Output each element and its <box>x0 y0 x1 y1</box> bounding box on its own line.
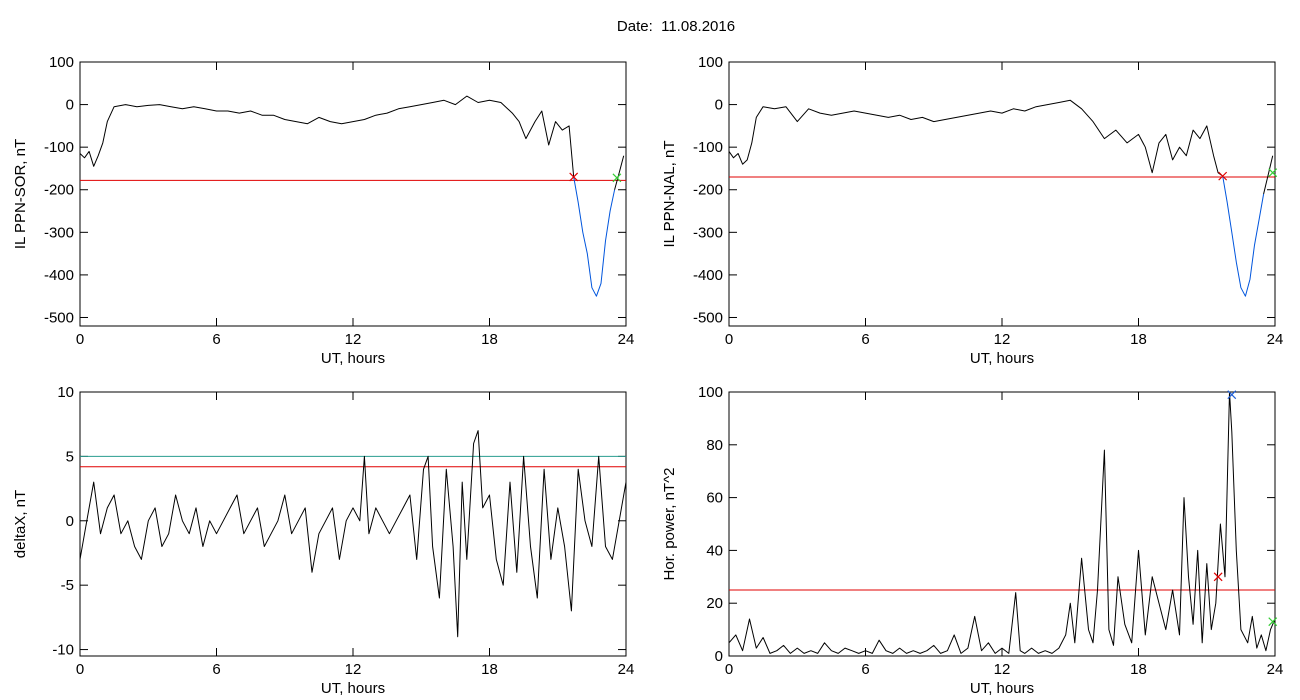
y-axis-label: IL PPN-NAL, nT <box>661 141 678 248</box>
y-tick-label: -400 <box>44 267 74 284</box>
x-tick-label: 0 <box>76 331 84 348</box>
event-marker-2 <box>1227 390 1237 400</box>
event-marker-1 <box>1213 572 1223 582</box>
chart-title: Date: 11.08.2016 <box>616 18 736 35</box>
chart-panel-4: 0 6 12 18 24 0 20 40 60 80 100 UT, hours Hor. power,… <box>661 384 1283 697</box>
x-axis-label: UT, hours <box>321 350 385 367</box>
series-line-2 <box>573 176 616 297</box>
x-tick-label: 18 <box>1130 661 1147 678</box>
x-tick-label: 12 <box>994 331 1011 348</box>
marker-stroke <box>569 172 579 182</box>
x-axis-label: UT, hours <box>970 350 1034 367</box>
marker-stroke <box>1268 168 1278 178</box>
y-tick-label: 20 <box>706 595 723 612</box>
y-tick-label: 0 <box>66 513 74 530</box>
x-tick-label: 0 <box>725 661 733 678</box>
event-marker-1 <box>1218 171 1228 181</box>
y-tick-label: 100 <box>698 384 723 401</box>
y-tick-label: 0 <box>66 97 74 114</box>
event-marker-2 <box>1268 168 1278 178</box>
y-tick-label: 0 <box>715 648 723 665</box>
x-tick-label: 6 <box>212 661 220 678</box>
x-tick-label: 6 <box>212 331 220 348</box>
y-axis-label: Hor. power, nT^2 <box>661 468 678 581</box>
y-tick-label: 40 <box>706 542 723 559</box>
event-marker-3 <box>1268 617 1278 627</box>
chart-panel-2: 0 6 12 18 24 100 0 -100 -200 -300 -400 -500 UT, hour… <box>661 54 1283 367</box>
y-tick-label: 0 <box>715 97 723 114</box>
plot-frame <box>79 61 627 327</box>
series-line-3 <box>1263 155 1274 195</box>
y-tick-label: -100 <box>44 139 74 156</box>
y-tick-label: 100 <box>49 54 74 71</box>
marker-stroke <box>1268 617 1278 627</box>
y-tick-label: -500 <box>44 309 74 326</box>
x-tick-label: 24 <box>1267 661 1284 678</box>
x-tick-label: 6 <box>861 661 869 678</box>
y-tick-label: -100 <box>693 139 723 156</box>
marker-stroke <box>1213 572 1223 582</box>
y-tick-label: -500 <box>693 309 723 326</box>
y-tick-label: 100 <box>698 54 723 71</box>
x-tick-label: 12 <box>345 661 362 678</box>
event-marker-2 <box>612 173 622 183</box>
y-axis-label: deltaX, nT <box>12 490 29 558</box>
chart-panel-1: 0 6 12 18 24 100 0 -100 -200 -300 -400 -500 UT, hour… <box>12 54 634 367</box>
y-tick-label: -200 <box>44 182 74 199</box>
y-tick-label: 80 <box>706 437 723 454</box>
x-tick-label: 24 <box>618 331 635 348</box>
marker-stroke <box>1218 171 1228 181</box>
x-tick-label: 24 <box>1267 331 1284 348</box>
marker-stroke <box>612 173 622 183</box>
x-axis-label: UT, hours <box>970 680 1034 697</box>
chart-panel-3: 0 6 12 18 24 10 5 0 -5 -10 UT, hours deltaX, nT <box>12 384 634 697</box>
series-line-1 <box>79 430 627 638</box>
y-tick-label: -400 <box>693 267 723 284</box>
x-axis-label: UT, hours <box>321 680 385 697</box>
series-line-1 <box>728 391 1276 654</box>
series-line-3 <box>614 155 625 190</box>
y-tick-label: -200 <box>693 182 723 199</box>
y-tick-label: -10 <box>52 642 74 659</box>
plot-frame <box>79 391 627 657</box>
y-tick-label: 60 <box>706 490 723 507</box>
x-tick-label: 18 <box>1130 331 1147 348</box>
y-tick-label: 5 <box>66 448 74 465</box>
series-line-2 <box>1222 176 1265 297</box>
x-tick-label: 18 <box>481 331 498 348</box>
x-tick-label: 18 <box>481 661 498 678</box>
y-tick-label: -300 <box>44 224 74 241</box>
marker-stroke <box>1227 390 1237 400</box>
y-axis-label: IL PPN-SOR, nT <box>12 139 29 249</box>
event-marker-1 <box>569 172 579 182</box>
x-tick-label: 12 <box>994 661 1011 678</box>
x-tick-label: 0 <box>725 331 733 348</box>
series-line-1 <box>79 95 575 178</box>
y-tick-label: 10 <box>57 384 74 401</box>
x-tick-label: 24 <box>618 661 635 678</box>
x-tick-label: 12 <box>345 331 362 348</box>
series-line-1 <box>728 99 1223 177</box>
x-tick-label: 0 <box>76 661 84 678</box>
x-tick-label: 6 <box>861 331 869 348</box>
y-tick-label: -5 <box>61 577 74 594</box>
y-tick-label: -300 <box>693 224 723 241</box>
plot-frame <box>728 61 1276 327</box>
